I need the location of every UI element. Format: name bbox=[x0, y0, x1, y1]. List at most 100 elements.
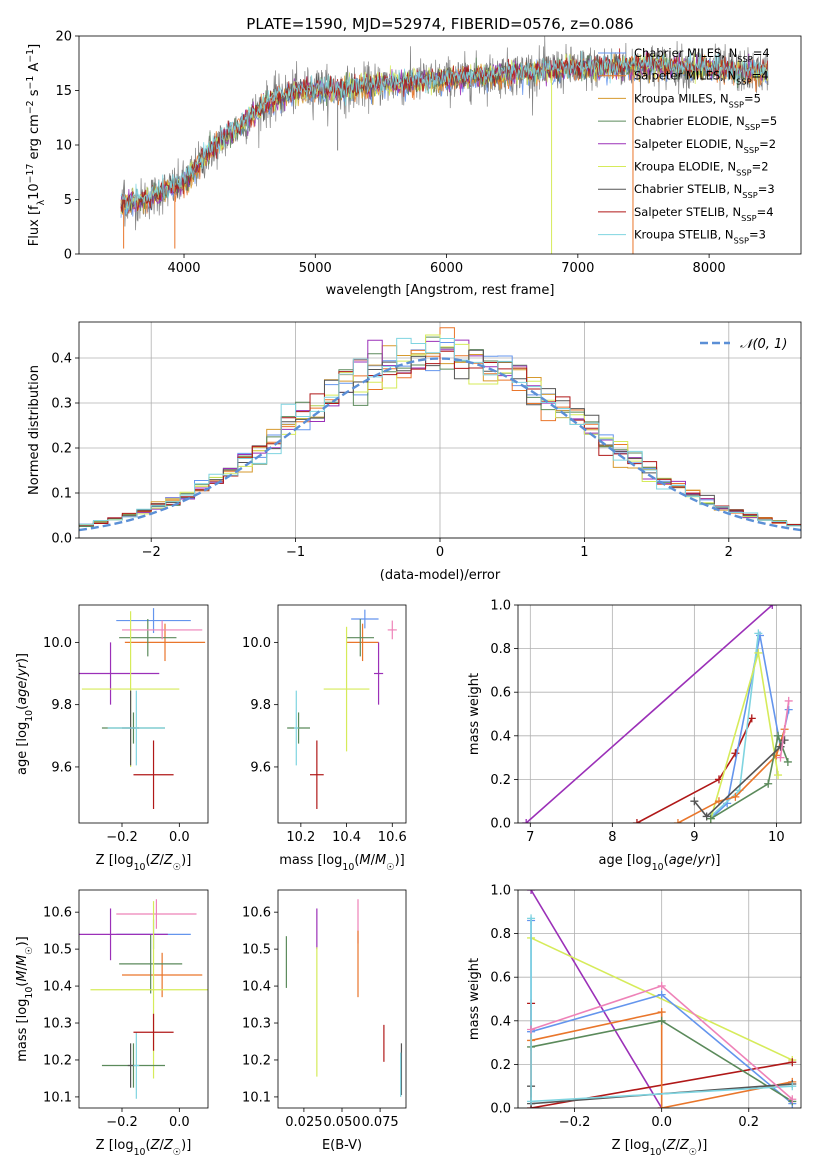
residuals-xlabel: (data-model)/error bbox=[380, 568, 501, 583]
mass-z-ytick-label: 10.5 bbox=[43, 943, 72, 958]
mw-age-marker bbox=[754, 648, 763, 657]
mw-z-marker bbox=[527, 1097, 536, 1106]
spectrum-model-kroupa_stelib bbox=[120, 50, 769, 215]
mw-z-series-salpeter_elodie bbox=[530, 890, 663, 1108]
residuals-ytick-label: 0.4 bbox=[51, 352, 72, 367]
residuals-xtick-label: −1 bbox=[286, 545, 305, 560]
spectrum-ytick-label: 10 bbox=[55, 139, 72, 154]
spectrum-xtick-label: 8000 bbox=[693, 261, 726, 276]
spectrum-xtick-label: 5000 bbox=[299, 261, 332, 276]
mw-age-xtick-label: 10 bbox=[768, 830, 785, 845]
mass-z-frame bbox=[78, 889, 209, 1109]
legend-entry: Kroupa STELIB, NSSP=3 bbox=[634, 228, 766, 246]
mw-age-marker bbox=[673, 819, 682, 823]
mass-ebv-xtick-label: 0.075 bbox=[361, 1115, 398, 1130]
mass-ebv-ytick-label: 10.3 bbox=[242, 1017, 271, 1032]
mw-z-series-salpeter_miles bbox=[530, 1011, 793, 1108]
mw-z-series-kroupa_elodie bbox=[530, 937, 793, 1061]
mw-age-marker bbox=[754, 629, 763, 638]
residuals-ylabel: Normed distribution bbox=[27, 365, 42, 495]
mw-age-ytick-label: 0.4 bbox=[490, 729, 511, 744]
mw-age-bg bbox=[518, 605, 801, 823]
residuals-hist-kroupa_stelib bbox=[79, 337, 801, 527]
mw-z-frame bbox=[517, 889, 802, 1109]
mw-age-marker bbox=[776, 753, 785, 762]
residuals-xtick-label: 0 bbox=[436, 545, 444, 560]
mass-z-ytick-label: 10.3 bbox=[43, 1017, 72, 1032]
spectrum-ytick-label: 15 bbox=[55, 84, 72, 99]
residuals-hist-salpeter_stelib bbox=[79, 350, 801, 526]
legend-entry: Kroupa MILES, NSSP=5 bbox=[634, 91, 761, 109]
residuals-ytick-label: 0.3 bbox=[51, 397, 72, 412]
residuals-ytick-label: 0.0 bbox=[51, 532, 72, 547]
mw-age-marker bbox=[783, 757, 792, 766]
age-z-ytick-label: 10.0 bbox=[43, 636, 72, 651]
mw-z-xtick-label: −0.2 bbox=[559, 1115, 591, 1130]
residuals-xtick-label: 2 bbox=[725, 545, 733, 560]
clip-mass-z-content bbox=[79, 899, 208, 1099]
age-z-panel: −0.2 0.0 9.6 9.8 10.0 Z [log10(Z/Z☉)] age [log… bbox=[15, 604, 209, 873]
age-mass-xtick-label: 10.2 bbox=[286, 830, 315, 845]
figure-title: PLATE=1590, MJD=52974, FIBERID=0576, z=0… bbox=[246, 15, 633, 33]
mw-age-marker bbox=[764, 779, 773, 788]
mw-z-marker bbox=[657, 1016, 666, 1025]
mw-age-ytick-label: 0.8 bbox=[490, 642, 511, 657]
legend-entry: Kroupa ELODIE, NSSP=2 bbox=[634, 160, 769, 178]
age-mass-xlabel: mass [log10(M/M☉)] bbox=[279, 853, 405, 873]
age-mass-ytick-label: 10.0 bbox=[242, 636, 271, 651]
mw-age-marker bbox=[774, 771, 783, 780]
mass-ebv-xtick-label: 0.025 bbox=[285, 1115, 322, 1130]
mw-age-series-pink bbox=[779, 700, 790, 758]
mass-z-panel: −0.2 0.0 10.1 10.2 10.3 10.4 10.5 10.6 Z [log10(… bbox=[15, 889, 209, 1158]
mw-z-panel: −0.2 0.0 0.2 0.0 0.2 0.4 0.6 0.8 1.0 mass weight Z… bbox=[467, 884, 802, 1158]
mw-age-marker bbox=[780, 736, 789, 745]
spectrum-ylabel: Flux [fλ10−17 erg cm−2 s−1 A−1] bbox=[25, 44, 47, 246]
mw-z-marker bbox=[788, 1082, 797, 1091]
mw-age-marker bbox=[632, 819, 641, 823]
mass-z-bg bbox=[79, 890, 208, 1108]
mw-z-marker bbox=[788, 1058, 797, 1067]
mw-age-marker bbox=[784, 705, 793, 714]
mw-age-marker bbox=[731, 749, 740, 758]
legend-entry: Chabrier STELIB, NSSP=3 bbox=[634, 182, 775, 200]
clip-age-z-content bbox=[79, 608, 206, 809]
mass-z-ytick-label: 10.1 bbox=[43, 1090, 72, 1105]
mw-age-marker bbox=[702, 812, 711, 821]
clip-res-content bbox=[79, 327, 801, 532]
clip-mw-age-content bbox=[522, 605, 793, 823]
mw-z-xtick-label: 0.0 bbox=[651, 1115, 672, 1130]
mw-z-marker bbox=[657, 1104, 666, 1108]
legend-entry: Chabrier MILES, NSSP=4 bbox=[634, 46, 770, 64]
age-mass-panel: 10.2 10.4 10.6 9.6 9.8 10.0 mass [log10(M/M☉)] bbox=[242, 604, 407, 873]
mass-z-ytick-label: 10.2 bbox=[43, 1053, 72, 1068]
mass-ebv-bg bbox=[278, 890, 406, 1108]
mw-age-marker bbox=[747, 714, 756, 723]
residuals-xtick-label: 1 bbox=[580, 545, 588, 560]
mw-z-marker bbox=[657, 1008, 666, 1017]
age-z-xlabel: Z [log10(Z/Z☉)] bbox=[96, 853, 192, 873]
mw-age-marker bbox=[522, 819, 531, 823]
mw-z-ytick-label: 0.0 bbox=[490, 1102, 511, 1117]
residuals-xtick-label: −2 bbox=[142, 545, 161, 560]
mw-age-ytick-label: 0.0 bbox=[490, 817, 511, 832]
mass-ebv-xtick-label: 0.050 bbox=[323, 1115, 360, 1130]
age-mass-bg bbox=[278, 605, 406, 823]
residuals-ytick-label: 0.1 bbox=[51, 487, 72, 502]
legend-entry: Chabrier ELODIE, NSSP=5 bbox=[634, 114, 777, 132]
mw-z-ytick-label: 0.4 bbox=[490, 1014, 511, 1029]
mass-z-xtick-label: 0.0 bbox=[169, 1115, 190, 1130]
clip-spec-content bbox=[120, 36, 769, 254]
mw-z-ytick-label: 0.6 bbox=[490, 971, 511, 986]
mass-z-ytick-label: 10.6 bbox=[43, 906, 72, 921]
mw-age-xtick-label: 8 bbox=[608, 830, 616, 845]
age-z-frame bbox=[78, 604, 209, 824]
legend-entry: Salpeter STELIB, NSSP=4 bbox=[634, 205, 774, 223]
spectrum-xtick-label: 7000 bbox=[561, 261, 594, 276]
mw-age-series-chabrier_elodie bbox=[710, 732, 789, 820]
mass-ebv-ytick-label: 10.5 bbox=[242, 943, 271, 958]
age-mass-ytick-label: 9.8 bbox=[250, 698, 271, 713]
mass-z-xtick-label: −0.2 bbox=[106, 1115, 138, 1130]
mw-z-ytick-label: 1.0 bbox=[490, 884, 511, 899]
mw-age-series-salpeter_stelib bbox=[636, 718, 753, 823]
mw-age-ylabel: mass weight bbox=[467, 673, 482, 755]
